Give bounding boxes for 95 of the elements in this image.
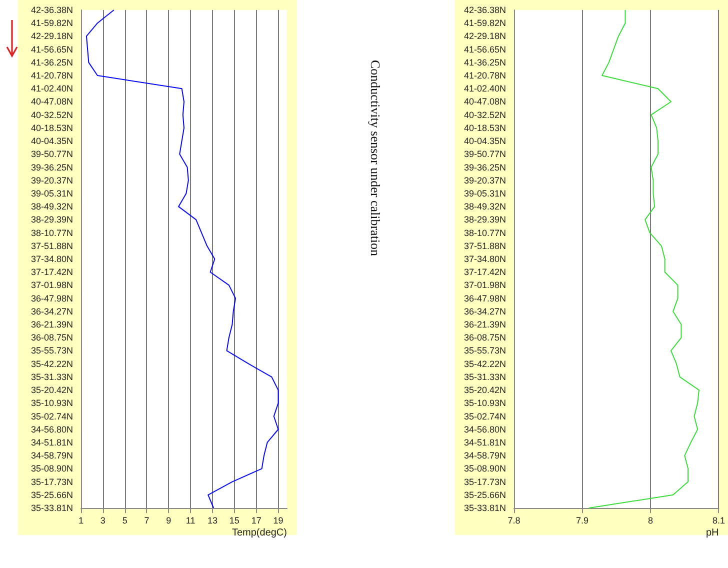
y-tick-label: 40-47.08N	[30, 96, 73, 107]
y-tick-label: 40-47.08N	[464, 96, 506, 107]
x-tick-label: 19	[273, 516, 284, 526]
y-tick-label: 40-04.35N	[30, 136, 73, 146]
y-tick-label: 41-02.40N	[30, 84, 73, 94]
y-tick-label: 35-55.73N	[464, 346, 506, 356]
y-tick-label: 39-20.37N	[30, 175, 73, 186]
y-tick-label: 35-08.90N	[30, 464, 73, 474]
x-tick-label: 17	[251, 516, 262, 526]
x-tick-label: 11	[186, 516, 196, 526]
y-tick-label: 37-01.98N	[30, 280, 73, 290]
y-tick-label: 35-31.33N	[30, 372, 73, 382]
x-tick-label: 7	[144, 516, 150, 526]
y-tick-label: 37-51.88N	[30, 240, 73, 251]
y-tick-label: 35-17.73N	[30, 476, 73, 487]
y-tick-label: 34-58.79N	[464, 450, 506, 461]
y-tick-label: 34-51.81N	[30, 437, 73, 448]
y-tick-label: 35-10.93N	[30, 398, 73, 408]
y-tick-label: 39-50.77N	[30, 149, 73, 160]
y-tick-label: 38-29.39N	[464, 214, 506, 225]
y-tick-label: 41-36.25N	[30, 57, 73, 68]
y-tick-label: 40-32.52N	[30, 110, 73, 120]
y-tick-label: 37-34.80N	[30, 254, 73, 264]
y-tick-label: 37-01.98N	[464, 280, 506, 290]
y-tick-label: 42-29.18N	[464, 31, 506, 42]
x-tick-label: 8	[648, 516, 654, 526]
y-tick-label: 41-56.65N	[30, 44, 73, 54]
y-tick-label: 34-58.79N	[30, 450, 73, 461]
y-tick-label: 35-10.93N	[464, 398, 506, 408]
y-tick-label: 39-50.77N	[464, 149, 506, 160]
y-tick-label: 35-20.42N	[464, 385, 506, 396]
y-tick-label: 35-31.33N	[464, 372, 506, 382]
x-tick-label: 15	[229, 516, 240, 526]
y-tick-label: 39-05.31N	[30, 188, 73, 198]
y-tick-label: 35-20.42N	[30, 385, 73, 396]
y-tick-label: 38-10.77N	[464, 228, 506, 238]
x-axis-title: pH	[706, 528, 719, 538]
x-tick-label: 13	[207, 516, 218, 526]
y-tick-label: 40-18.53N	[30, 122, 73, 133]
y-tick-label: 35-02.74N	[464, 411, 506, 422]
x-tick-label: 7.8	[508, 516, 520, 526]
y-tick-label: 35-42.22N	[30, 358, 73, 369]
y-tick-label: 34-56.80N	[464, 424, 506, 434]
y-tick-label: 37-17.42N	[30, 267, 73, 278]
y-tick-label: 36-21.39N	[464, 320, 506, 330]
text: Conductivity sensor under calibration	[368, 60, 383, 257]
y-tick-label: 38-49.32N	[464, 202, 506, 212]
y-tick-label: 35-02.74N	[30, 411, 73, 422]
x-tick-label: 8.1	[712, 516, 725, 526]
y-tick-label: 35-33.81N	[464, 503, 506, 513]
y-tick-label: 34-56.80N	[30, 424, 73, 434]
y-tick-label: 36-34.27N	[30, 306, 73, 316]
y-tick-label: 41-36.25N	[464, 57, 506, 68]
y-tick-label: 36-47.98N	[464, 293, 506, 304]
y-tick-label: 35-08.90N	[464, 464, 506, 474]
y-tick-label: 37-34.80N	[464, 254, 506, 264]
x-tick-label: 7.9	[576, 516, 589, 526]
y-tick-label: 39-36.25N	[464, 162, 506, 172]
y-tick-label: 42-36.38N	[464, 5, 506, 15]
y-tick-label: 41-20.78N	[30, 70, 73, 81]
y-tick-label: 35-33.81N	[30, 503, 73, 513]
y-tick-label: 37-17.42N	[464, 267, 506, 278]
x-axis-title: Temp(degC)	[232, 528, 287, 538]
y-tick-label: 35-25.66N	[464, 490, 506, 500]
y-tick-label: 40-32.52N	[464, 110, 506, 120]
y-tick-label: 36-08.75N	[464, 332, 506, 343]
y-tick-label: 42-29.18N	[30, 31, 73, 42]
y-tick-label: 41-59.82N	[464, 18, 506, 28]
y-tick-label: 35-55.73N	[30, 346, 73, 356]
y-tick-label: 39-05.31N	[464, 188, 506, 198]
y-tick-label: 39-20.37N	[464, 175, 506, 186]
y-tick-label: 34-51.81N	[464, 437, 506, 448]
y-tick-label: 40-04.35N	[464, 136, 506, 146]
x-tick-label: 1	[78, 516, 84, 526]
y-tick-label: 35-25.66N	[30, 490, 73, 500]
y-tick-label: 42-36.38N	[30, 5, 73, 15]
y-tick-label: 41-56.65N	[464, 44, 506, 54]
y-tick-label: 36-21.39N	[30, 320, 73, 330]
y-tick-label: 39-36.25N	[30, 162, 73, 172]
x-tick-label: 3	[100, 516, 106, 526]
y-tick-label: 35-42.22N	[464, 358, 506, 369]
y-tick-label: 37-51.88N	[464, 240, 506, 251]
y-tick-label: 41-59.82N	[30, 18, 73, 28]
y-tick-label: 38-29.39N	[30, 214, 73, 225]
y-tick-label: 36-47.98N	[30, 293, 73, 304]
y-tick-label: 41-20.78N	[464, 70, 506, 81]
y-tick-label: 38-10.77N	[30, 228, 73, 238]
x-tick-label: 9	[166, 516, 172, 526]
y-tick-label: 41-02.40N	[464, 84, 506, 94]
y-tick-label: 36-34.27N	[464, 306, 506, 316]
y-tick-label: 36-08.75N	[30, 332, 73, 343]
y-tick-label: 38-49.32N	[30, 202, 73, 212]
x-tick-label: 5	[122, 516, 128, 526]
y-tick-label: 35-17.73N	[464, 476, 506, 487]
y-tick-label: 40-18.53N	[464, 122, 506, 133]
